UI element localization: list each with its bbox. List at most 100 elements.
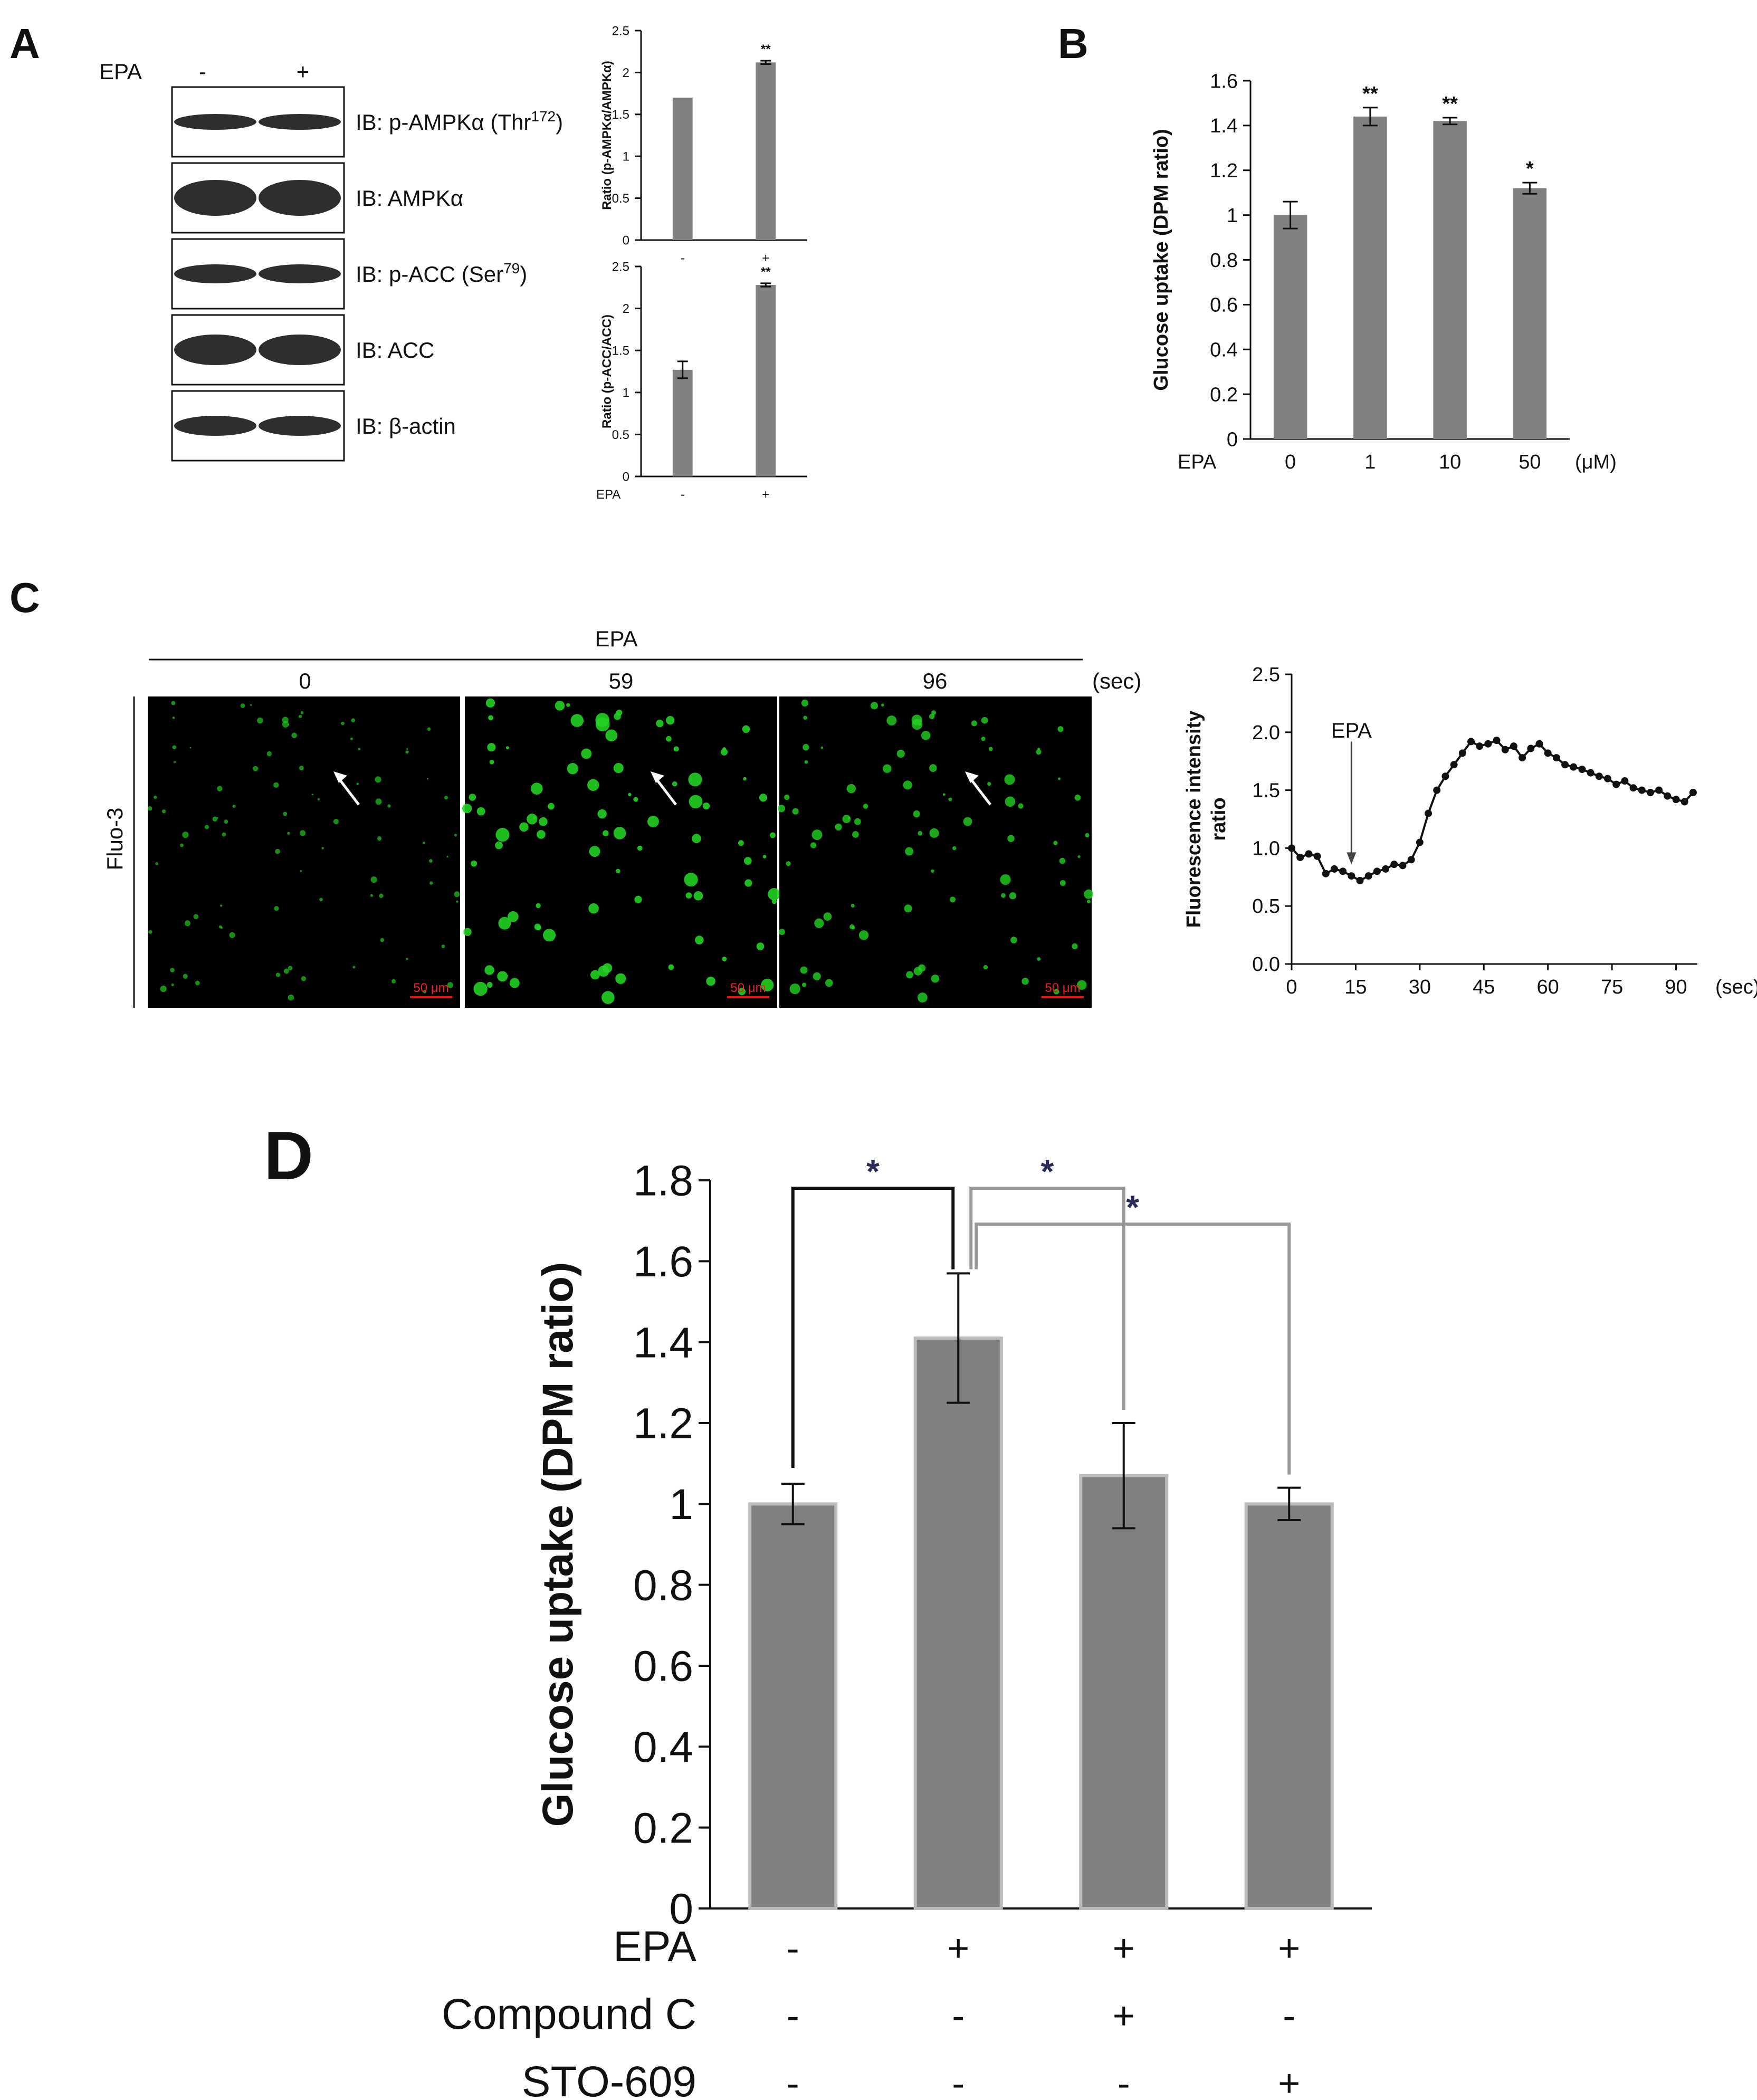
micro-cell-2-77 [1007, 835, 1015, 842]
micro-cell-2-70 [849, 924, 855, 930]
x-tick-label-B-0: 0 [1285, 451, 1296, 473]
series-point-C-1 [1296, 853, 1304, 861]
series-point-C-20 [1458, 749, 1466, 757]
micro-cell-0-57 [275, 848, 280, 854]
panel-label-a: A [9, 20, 40, 67]
micro-cell-0-86 [173, 761, 176, 763]
micro-cell-0-36 [352, 966, 356, 969]
treatment-sign-0-1: + [947, 1927, 969, 1970]
blot-band-0-1 [259, 114, 341, 130]
chart-A1: 0 0.5 1 1.5 2 2.5 - ** + Ratio (p-AMPKα/AMPKα) [600, 24, 807, 265]
micro-cell-2-59 [1084, 889, 1094, 899]
significance-B-3: * [1526, 158, 1534, 180]
blot-band-2-0 [174, 264, 256, 283]
micro-cell-0-66 [358, 748, 361, 750]
micro-cell-1-78 [742, 725, 750, 733]
treatment-sign-0-2: + [1113, 1927, 1135, 1970]
micro-time-unit: (sec) [1092, 669, 1141, 693]
comparison-star-2: * [1126, 1188, 1139, 1226]
micro-cell-0-10 [356, 782, 359, 785]
micro-cell-2-12 [948, 797, 952, 801]
micro-arrowhead-0 [333, 771, 347, 783]
y-tick-label-B-5: 1 [1227, 205, 1238, 227]
micro-cell-2-60 [911, 714, 922, 726]
x-tick-label-A1-0: - [681, 251, 685, 265]
bar-B-1 [1353, 116, 1387, 439]
micro-cell-0-30 [147, 806, 152, 811]
micro-cell-2-16 [963, 817, 972, 826]
micro-cell-2-81 [786, 861, 791, 866]
micro-cell-1-38 [485, 698, 495, 708]
micro-cell-0-5 [219, 904, 223, 907]
series-point-C-12 [1390, 861, 1398, 868]
micro-cell-1-39 [722, 956, 727, 962]
series-point-C-15 [1416, 838, 1424, 846]
micro-cell-1-20 [759, 794, 768, 802]
micro-cell-2-49 [886, 715, 897, 726]
micro-cell-1-47 [689, 795, 703, 809]
series-point-C-7 [1348, 872, 1355, 880]
series-point-C-36 [1595, 772, 1603, 780]
blot-band-4-1 [259, 416, 341, 436]
micro-cell-1-60 [595, 713, 609, 727]
x-tick-label-C-6: 90 [1665, 976, 1687, 998]
micro-cell-0-87 [370, 876, 377, 883]
micro-cell-0-0 [300, 870, 302, 872]
micro-cell-1-29 [688, 772, 702, 787]
micro-cell-1-5 [536, 903, 541, 909]
series-point-C-34 [1578, 766, 1586, 774]
series-point-C-46 [1680, 798, 1688, 806]
micro-cell-2-84 [1053, 988, 1059, 995]
comparison-bracket-2 [975, 1223, 1291, 1475]
micro-cell-0-45 [180, 843, 184, 847]
treatment-sign-0-0: - [787, 1927, 799, 1970]
bar-B-3 [1513, 188, 1547, 439]
micro-cell-1-51 [555, 701, 565, 711]
micro-cell-1-49 [570, 714, 584, 727]
micro-cell-2-76 [881, 703, 884, 707]
micro-cell-2-25 [1077, 980, 1087, 990]
micro-cell-0-8 [182, 832, 189, 838]
micro-cell-0-52 [283, 812, 288, 816]
y-tick-label-B-4: 0.8 [1210, 250, 1238, 272]
micro-cell-2-82 [883, 764, 892, 773]
micro-cell-2-73 [906, 971, 913, 979]
x-tick-label-C-0: 0 [1286, 976, 1297, 998]
micro-cell-0-63 [283, 968, 289, 974]
x-tick-label-C-3: 45 [1473, 976, 1495, 998]
chart-A2: 0 0.5 1 1.5 2 2.5 - ** + Ratio (p-ACC/ACC) EPA [596, 260, 807, 502]
blot-band-0-0 [174, 114, 256, 130]
y-tick-label-C-2: 1.0 [1252, 837, 1280, 860]
micro-cell-0-77 [377, 836, 382, 841]
micro-cell-2-51 [870, 702, 878, 710]
y-tick-label-B-0: 0 [1227, 428, 1238, 451]
micro-cell-2-89 [825, 979, 833, 987]
micro-cell-1-61 [634, 895, 642, 903]
micro-cell-2-20 [1074, 794, 1081, 801]
blot-lane-label-plus: + [297, 59, 310, 84]
y-tick-label-A1-5: 2.5 [612, 24, 629, 38]
series-point-C-3 [1313, 852, 1321, 860]
micro-cell-1-76 [566, 703, 570, 707]
x-tick-label-C-2: 30 [1409, 976, 1431, 998]
series-point-C-35 [1587, 769, 1594, 777]
micro-cell-1-22 [603, 830, 609, 836]
comparison-star-1: * [1041, 1152, 1054, 1190]
micro-cell-0-54 [183, 973, 188, 979]
micro-cell-1-44 [656, 719, 664, 728]
micro-time-0: 0 [299, 669, 311, 693]
y-axis-label-C-line1: Fluorescence intensity [1183, 711, 1205, 928]
micro-cell-2-85 [1072, 943, 1078, 950]
micro-cell-2-83 [929, 764, 937, 772]
micro-arrowhead-2 [965, 771, 979, 783]
micro-cell-0-68 [446, 855, 448, 858]
y-tick-label-A2-0: 0 [623, 470, 629, 484]
micro-cell-1-59 [768, 888, 780, 901]
y-tick-label-D-3: 0.6 [633, 1643, 693, 1691]
micro-cell-0-46 [148, 930, 152, 934]
micro-cell-2-57 [905, 847, 914, 856]
annotation-arrowhead-C [1347, 852, 1357, 865]
micro-cell-1-52 [597, 809, 607, 819]
series-point-C-25 [1501, 746, 1509, 753]
bar-D-2 [1079, 1474, 1169, 1911]
